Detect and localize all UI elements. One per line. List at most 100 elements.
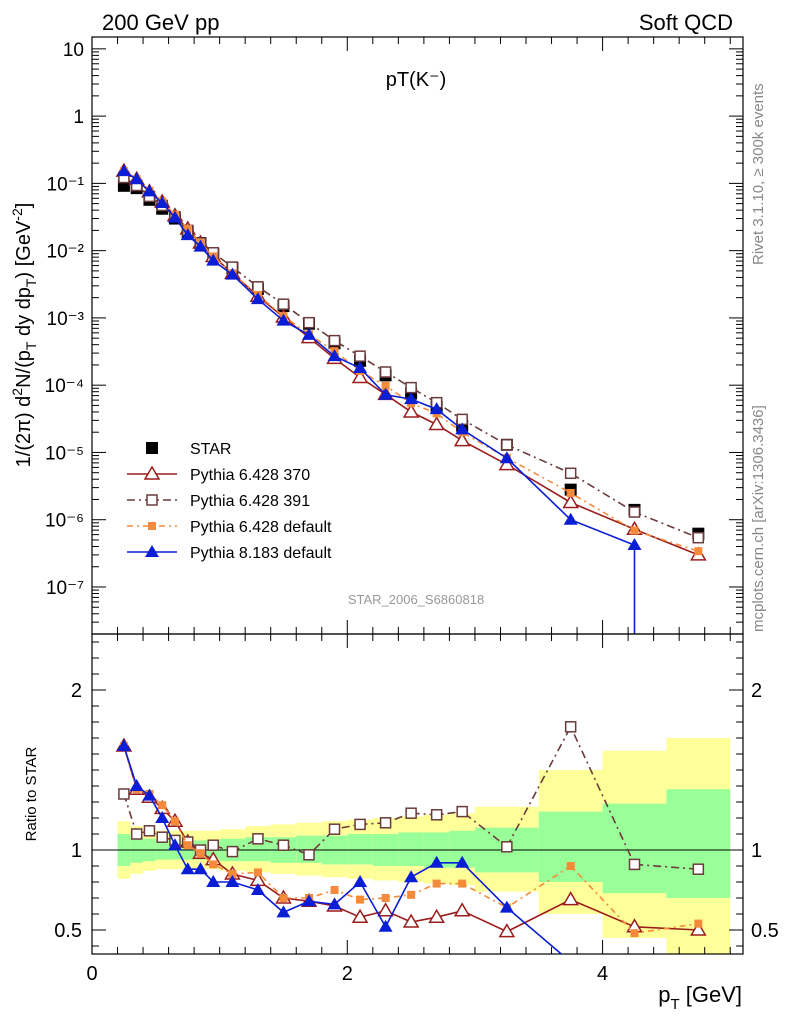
data-point-pythia-8-183-default (225, 875, 240, 887)
data-point-pythia-6-428-391 (118, 788, 130, 800)
header-right: Soft QCD (639, 10, 733, 35)
data-point-pythia-6-428-default (407, 890, 416, 899)
data-point-pythia-6-428-391 (130, 828, 143, 840)
data-point-pythia-6-428-default (566, 488, 575, 497)
x-axis-label: pT [GeV] (658, 982, 742, 1013)
data-point-pythia-6-428-370 (498, 923, 516, 938)
legend-label-pythia-6-428-default: Pythia 6.428 default (190, 519, 332, 536)
y-tick-label-bottom: 1 (71, 840, 82, 862)
data-point-pythia-6-428-391 (354, 818, 366, 831)
data-point-pythia-8-183-default (129, 172, 144, 185)
data-point-pythia-8-183-default (302, 327, 316, 340)
y-tick-label-bottom-right: 1 (751, 840, 762, 862)
data-point-pythia-6-428-391 (277, 298, 290, 310)
uncertainty-band-green (666, 789, 731, 898)
rivet-label: Rivet 3.1.10, ≥ 300k events (750, 83, 767, 265)
data-point-pythia-8-183-default (142, 184, 157, 197)
y-tick-label-top: 10⁻³ (47, 309, 85, 330)
data-point-pythia-8-183-default (116, 164, 131, 177)
data-point-pythia-6-428-default (356, 895, 365, 904)
data-point-pythia-6-428-391 (277, 839, 290, 851)
y-tick-label-bottom: 2 (71, 680, 82, 702)
data-point-pythia-6-428-default (630, 526, 639, 535)
data-point-pythia-6-428-370 (690, 921, 707, 936)
data-point-pythia-6-428-370 (453, 902, 471, 917)
data-point-pythia-6-428-370 (351, 369, 369, 384)
data-point-pythia-8-183-default (167, 210, 182, 223)
data-point-pythia-6-428-391 (692, 531, 705, 544)
data-point-pythia-6-428-370 (562, 891, 579, 906)
data-point-pythia-6-428-default (253, 868, 262, 877)
series-line-pythia-6-428-default (123, 170, 699, 552)
legend-marker-pythia-6-428-370 (143, 465, 161, 480)
legend-label-pythia-6-428-391: Pythia 6.428 391 (190, 493, 310, 510)
data-point-pythia-6-428-default (381, 894, 390, 902)
data-point-pythia-8-183-default (404, 392, 419, 405)
data-point-pythia-8-183-default (250, 292, 265, 305)
data-point-pythia-8-183-default (563, 512, 578, 525)
y-tick-label-top: 10⁻⁴ (45, 376, 84, 397)
data-point-pythia-6-428-370 (351, 908, 369, 923)
x-tick-label: 2 (342, 963, 353, 985)
data-point-pythia-8-183-default (129, 779, 144, 791)
data-point-pythia-8-183-default (206, 875, 221, 887)
data-point-pythia-6-428-default (458, 879, 467, 888)
data-point-pythia-8-183-default (455, 422, 470, 435)
y-tick-label-top: 10⁻¹ (47, 174, 85, 195)
y-tick-label-bottom-right: 0.5 (751, 920, 779, 942)
data-point-pythia-6-428-370 (402, 913, 420, 928)
header-left: 200 GeV pp (102, 10, 219, 35)
data-point-pythia-8-183-default (499, 451, 514, 464)
data-point-pythia-8-183-default (167, 838, 182, 851)
data-point-pythia-6-428-391 (628, 506, 641, 518)
series-line-pythia-6-428-default (123, 745, 699, 935)
data-point-pythia-6-428-default (630, 929, 639, 938)
top-title: pT(K⁻) (386, 69, 447, 91)
data-point-pythia-6-428-default (209, 860, 218, 869)
data-point-pythia-8-183-default (429, 402, 444, 415)
data-point-pythia-6-428-391 (328, 334, 341, 347)
data-point-pythia-6-428-391 (379, 366, 392, 378)
data-point-pythia-6-428-391 (207, 839, 220, 851)
data-point-pythia-6-428-default (279, 894, 288, 902)
watermark: STAR_2006_S6860818 (348, 592, 484, 607)
data-point-pythia-6-428-391 (143, 825, 156, 837)
y-tick-label-top: 1 (73, 107, 84, 128)
data-point-pythia-6-428-default (432, 879, 441, 888)
mcplots-label: mcplots.cern.ch [arXiv:1306.3436] (750, 405, 767, 632)
data-point-pythia-8-183-default (378, 919, 393, 932)
data-point-pythia-8-183-default (327, 349, 342, 362)
data-point-pythia-8-183-default (276, 313, 291, 326)
data-point-pythia-8-183-default (499, 900, 514, 913)
uncertainty-band-green (538, 811, 603, 882)
data-point-pythia-6-428-391 (252, 281, 264, 293)
data-point-pythia-6-428-default (183, 841, 192, 850)
legend-label-pythia-6-428-370: Pythia 6.428 370 (190, 467, 310, 484)
data-point-pythia-6-428-391 (501, 841, 513, 853)
data-point-pythia-6-428-391 (501, 439, 513, 451)
data-point-pythia-8-183-default (378, 387, 393, 400)
data-point-pythia-6-428-391 (328, 823, 341, 835)
data-point-pythia-6-428-370 (562, 494, 579, 509)
uncertainty-band-green (398, 832, 424, 866)
data-point-pythia-8-183-default (206, 253, 221, 266)
data-point-pythia-6-428-370 (498, 456, 516, 471)
series-line-pythia-8-183-default (123, 170, 635, 546)
data-point-pythia-8-183-default (180, 862, 195, 875)
data-point-pythia-6-428-391 (354, 350, 366, 362)
data-point-pythia-8-183-default (225, 267, 240, 280)
data-point-pythia-6-428-370 (402, 403, 420, 418)
data-point-pythia-6-428-391 (628, 858, 641, 871)
data-point-pythia-6-428-default (694, 919, 703, 928)
y-tick-label-bottom-right: 2 (751, 680, 762, 702)
legend-marker-pythia-6-428-default (148, 522, 156, 530)
legend: STAR Pythia 6.428 370 Pythia 6.428 391 Pyth… (127, 441, 332, 562)
data-point-pythia-6-428-370 (428, 416, 445, 431)
y-tick-label-top: 10⁻² (47, 242, 85, 263)
y-tick-label-top: 10 (63, 40, 84, 61)
data-point-pythia-6-428-391 (226, 845, 239, 858)
series-line-pythia-6-428-370 (123, 745, 699, 933)
data-point-pythia-6-428-391 (405, 807, 417, 819)
data-point-pythia-8-183-default (455, 855, 470, 868)
data-point-pythia-6-428-391 (456, 805, 468, 818)
